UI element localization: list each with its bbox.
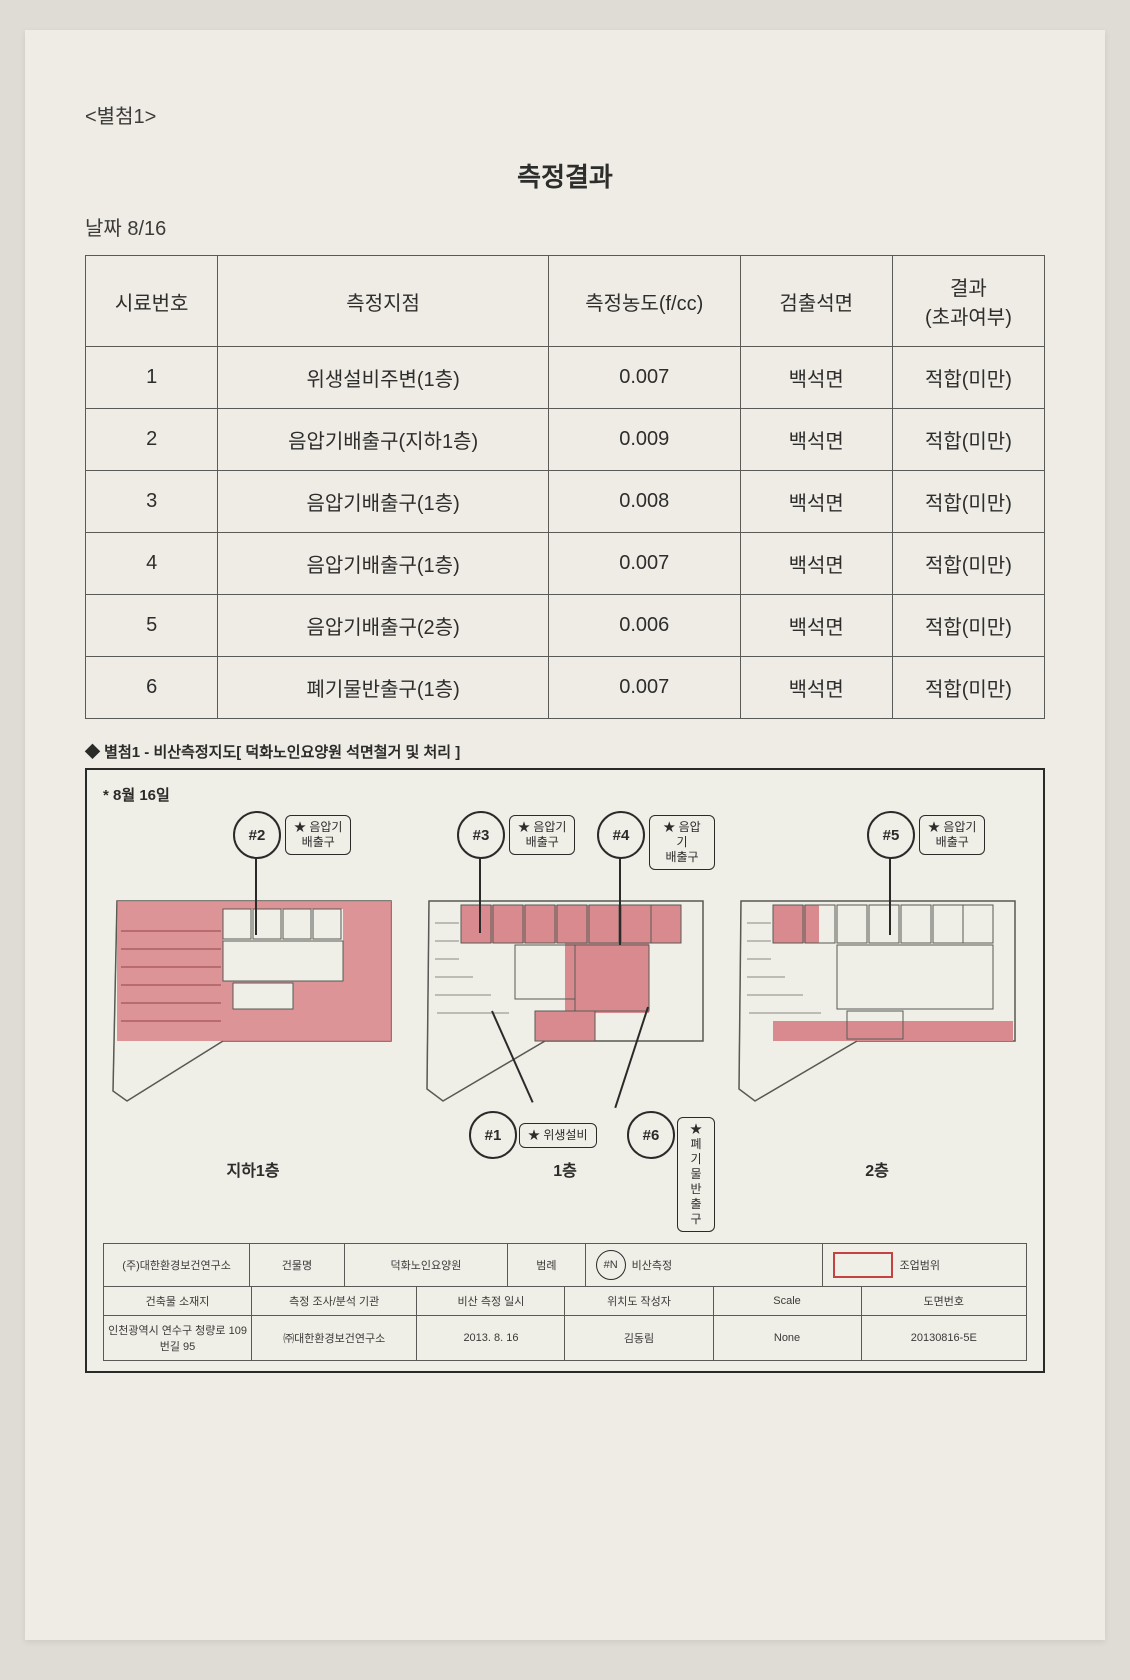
cell-point: 폐기물반출구(1층) — [218, 657, 549, 719]
tb-v-org: ㈜대한환경보건연구소 — [251, 1316, 416, 1360]
tag-6: ★ 폐기물 반출구 — [677, 1117, 715, 1232]
table-header-row: 시료번호 측정지점 측정농도(f/cc) 검출석면 결과 (초과여부) — [86, 256, 1045, 347]
cell-no: 3 — [86, 471, 218, 533]
cell-result: 적합(미만) — [892, 595, 1044, 657]
table-row: 6폐기물반출구(1층)0.007백석면적합(미만) — [86, 657, 1045, 719]
legend-building-lbl: 건물명 — [249, 1244, 344, 1286]
document-page: <별첨1> 측정결과 날짜 8/16 시료번호 측정지점 측정농도(f/cc) … — [25, 30, 1105, 1640]
marker-3: #3 — [457, 811, 505, 859]
marker-6: #6 — [627, 1111, 675, 1159]
plan-b1: #2 ★ 음압기 배출구 — [103, 811, 403, 1171]
cell-conc: 0.007 — [548, 347, 740, 409]
table-row: 1위생설비주변(1층)0.007백석면적합(미만) — [86, 347, 1045, 409]
table-row: 4음압기배출구(1층)0.007백석면적합(미만) — [86, 533, 1045, 595]
cell-no: 4 — [86, 533, 218, 595]
legend-area-cell: 조업범위 — [822, 1244, 1027, 1286]
cell-point: 음압기배출구(1층) — [218, 533, 549, 595]
map-frame: * 8월 16일 #2 ★ 음압기 배출구 — [85, 768, 1045, 1373]
cell-result: 적합(미만) — [892, 471, 1044, 533]
floorplan-f2-svg — [727, 871, 1027, 1121]
table-row: 2음압기배출구(지하1층)0.009백석면적합(미만) — [86, 409, 1045, 471]
tag-4: ★ 음압기 배출구 — [649, 815, 715, 870]
tag-3: ★ 음압기 배출구 — [509, 815, 575, 855]
tb-h-date: 비산 측정 일시 — [416, 1287, 564, 1315]
tb-h-auth: 위치도 작성자 — [564, 1287, 712, 1315]
tb-v-docno: 20130816-5E — [861, 1316, 1027, 1360]
cell-conc: 0.007 — [548, 657, 740, 719]
cell-result: 적합(미만) — [892, 657, 1044, 719]
cell-result: 적합(미만) — [892, 347, 1044, 409]
th-detected: 검출석면 — [740, 256, 892, 347]
plan-label-f1: 1층 — [415, 1157, 715, 1181]
legend-titleblock: (주)대한환경보건연구소 건물명 덕화노인요양원 범례 #N 비산측정 조업범위… — [103, 1243, 1027, 1361]
marker-4: #4 — [597, 811, 645, 859]
cell-result: 적합(미만) — [892, 409, 1044, 471]
plan-f2: #5 ★ 음압기 배출구 — [727, 811, 1027, 1171]
cell-detected: 백석면 — [740, 595, 892, 657]
cell-detected: 백석면 — [740, 533, 892, 595]
cell-conc: 0.007 — [548, 533, 740, 595]
th-conc: 측정농도(f/cc) — [548, 256, 740, 347]
legend-marker-meaning: 비산측정 — [632, 1257, 672, 1273]
legend-area-icon — [833, 1252, 893, 1278]
floorplan-f1-svg — [415, 871, 715, 1121]
tb-v-scale: None — [713, 1316, 861, 1360]
attachment-label: <별첨1> — [85, 100, 1045, 129]
cell-detected: 백석면 — [740, 657, 892, 719]
cell-detected: 백석면 — [740, 347, 892, 409]
results-table: 시료번호 측정지점 측정농도(f/cc) 검출석면 결과 (초과여부) 1위생설… — [85, 255, 1045, 719]
tag-2: ★ 음압기 배출구 — [285, 815, 351, 855]
table-row: 5음압기배출구(2층)0.006백석면적합(미만) — [86, 595, 1045, 657]
tb-h-docno: 도면번호 — [861, 1287, 1027, 1315]
th-result: 결과 (초과여부) — [892, 256, 1044, 347]
cell-detected: 백석면 — [740, 471, 892, 533]
tag-5: ★ 음압기 배출구 — [919, 815, 985, 855]
plan-label-f2: 2층 — [727, 1157, 1027, 1181]
cell-no: 1 — [86, 347, 218, 409]
cell-point: 음압기배출구(2층) — [218, 595, 549, 657]
date-line: 날짜 8/16 — [85, 212, 1045, 241]
cell-detected: 백석면 — [740, 409, 892, 471]
map-date: * 8월 16일 — [103, 784, 1027, 805]
cell-point: 음압기배출구(1층) — [218, 471, 549, 533]
tb-h-scale: Scale — [713, 1287, 861, 1315]
floorplan-b1-svg — [103, 871, 403, 1121]
tb-h-org: 측정 조사/분석 기관 — [251, 1287, 416, 1315]
cell-no: 2 — [86, 409, 218, 471]
tb-v-auth: 김동림 — [564, 1316, 712, 1360]
cell-point: 음압기배출구(지하1층) — [218, 409, 549, 471]
tb-h-addr: 건축물 소재지 — [103, 1287, 251, 1315]
marker-2: #2 — [233, 811, 281, 859]
th-point: 측정지점 — [218, 256, 549, 347]
th-no: 시료번호 — [86, 256, 218, 347]
floor-plans-row: #2 ★ 음압기 배출구 — [103, 811, 1027, 1231]
page-title: 측정결과 — [85, 157, 1045, 194]
map-heading: ◆ 별첨1 - 비산측정지도[ 덕화노인요양원 석면철거 및 처리 ] — [85, 741, 1045, 762]
tb-v-addr: 인천광역시 연수구 청량로 109번길 95 — [103, 1316, 251, 1360]
cell-conc: 0.008 — [548, 471, 740, 533]
cell-conc: 0.009 — [548, 409, 740, 471]
legend-area-meaning: 조업범위 — [899, 1257, 939, 1273]
plan-label-b1: 지하1층 — [103, 1157, 403, 1181]
cell-conc: 0.006 — [548, 595, 740, 657]
marker-5: #5 — [867, 811, 915, 859]
legend-marker-icon: #N — [596, 1250, 626, 1280]
cell-point: 위생설비주변(1층) — [218, 347, 549, 409]
cell-no: 6 — [86, 657, 218, 719]
legend-company: (주)대한환경보건연구소 — [103, 1244, 249, 1286]
cell-result: 적합(미만) — [892, 533, 1044, 595]
table-row: 3음압기배출구(1층)0.008백석면적합(미만) — [86, 471, 1045, 533]
plan-f1: #3 ★ 음압기 배출구 #4 ★ 음압기 배출구 #1 ★ 위생설비 #6 ★… — [415, 811, 715, 1171]
tag-1: ★ 위생설비 — [519, 1123, 597, 1148]
cell-no: 5 — [86, 595, 218, 657]
legend-remark-lbl: 범례 — [507, 1244, 585, 1286]
legend-building-name: 덕화노인요양원 — [344, 1244, 507, 1286]
tb-v-date: 2013. 8. 16 — [416, 1316, 564, 1360]
marker-1: #1 — [469, 1111, 517, 1159]
legend-marker-cell: #N 비산측정 — [585, 1244, 823, 1286]
